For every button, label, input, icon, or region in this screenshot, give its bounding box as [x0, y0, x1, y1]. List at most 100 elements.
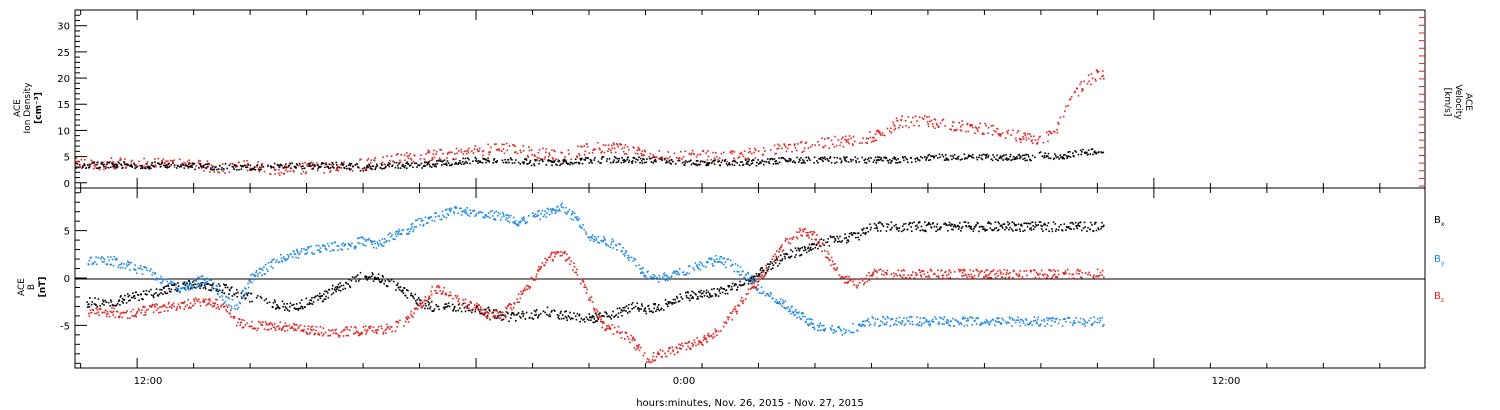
by-point — [1099, 317, 1101, 320]
by-point — [300, 250, 302, 253]
velocity-point — [641, 155, 643, 157]
by-point — [137, 267, 140, 270]
by-point — [377, 243, 379, 245]
bx-point — [803, 249, 805, 252]
bx-point — [369, 276, 371, 279]
density-point — [826, 157, 828, 160]
density-point — [1018, 157, 1021, 160]
velocity-point — [824, 145, 827, 147]
bx-point — [736, 288, 738, 291]
bz-point — [95, 307, 97, 310]
by-point — [287, 255, 290, 258]
velocity-point — [495, 149, 498, 151]
by-point — [206, 277, 208, 279]
bz-point — [172, 302, 175, 305]
velocity-point — [607, 144, 610, 146]
velocity-point — [730, 150, 732, 153]
bx-point — [677, 300, 680, 303]
by-point — [460, 214, 463, 216]
bx-point — [433, 308, 436, 310]
bz-point — [503, 314, 506, 317]
by-point — [378, 239, 381, 242]
bx-point — [919, 229, 922, 232]
bz-point — [173, 305, 175, 308]
bz-point — [212, 302, 214, 304]
velocity-point — [961, 120, 963, 122]
velocity-point — [733, 151, 736, 153]
by-point — [365, 240, 367, 242]
velocity-point — [746, 158, 748, 161]
velocity-point — [1014, 137, 1017, 140]
density-point — [463, 163, 465, 165]
bx-point — [573, 312, 575, 314]
bx-point — [510, 314, 513, 316]
density-point — [121, 166, 124, 169]
bx-point — [339, 290, 342, 292]
by-point — [249, 281, 252, 283]
bz-point — [303, 325, 306, 328]
density-point — [115, 163, 117, 165]
bx-point — [426, 307, 429, 310]
bz-point — [513, 303, 516, 305]
velocity-point — [931, 123, 934, 125]
bx-point — [224, 284, 226, 287]
velocity-point — [162, 158, 165, 161]
by-point — [286, 258, 288, 261]
bx-point — [419, 299, 421, 301]
density-point — [550, 160, 552, 162]
density-point — [81, 166, 84, 169]
by-point — [543, 213, 546, 216]
density-point — [993, 156, 996, 158]
bx-point — [182, 283, 185, 285]
bz-point — [293, 329, 296, 332]
density-point — [976, 158, 979, 161]
by-point — [386, 239, 388, 242]
bx-point — [808, 250, 810, 252]
bx-point — [96, 306, 99, 308]
velocity-point — [1079, 83, 1081, 86]
bx-point — [590, 319, 592, 321]
bz-point — [583, 283, 586, 286]
density-point — [887, 162, 890, 164]
bz-point — [633, 338, 635, 340]
velocity-point — [881, 132, 884, 134]
bx-point — [424, 307, 426, 310]
density-point — [399, 167, 402, 169]
velocity-point — [1016, 131, 1019, 134]
bx-point — [1090, 221, 1092, 224]
density-point — [436, 162, 439, 165]
bz-point — [355, 327, 357, 329]
by-point — [431, 219, 433, 222]
density-point — [416, 166, 418, 168]
density-point — [260, 164, 263, 167]
density-point — [298, 162, 301, 165]
density-point — [269, 165, 272, 167]
by-point — [503, 215, 505, 217]
bx-point — [989, 227, 992, 230]
bx-point — [1079, 221, 1082, 223]
bz-point — [355, 330, 358, 332]
bx-point — [396, 284, 398, 286]
bx-point — [664, 299, 667, 301]
velocity-point — [399, 161, 402, 164]
velocity-point — [890, 127, 892, 130]
density-point — [1087, 149, 1090, 151]
velocity-point — [1004, 137, 1007, 139]
velocity-point — [1096, 71, 1099, 73]
bx-point — [613, 316, 615, 318]
bx-point — [235, 292, 237, 295]
density-point — [1014, 158, 1017, 160]
velocity-point — [598, 147, 601, 149]
bz-point — [308, 333, 311, 335]
velocity-point — [1022, 138, 1025, 140]
by-point — [603, 237, 606, 240]
density-point — [615, 161, 618, 164]
velocity-point — [512, 144, 514, 146]
density-point — [402, 165, 405, 168]
density-point — [474, 156, 476, 159]
density-point — [1027, 155, 1030, 158]
by-point — [304, 249, 307, 251]
bx-point — [340, 285, 343, 287]
density-point — [631, 162, 633, 164]
bx-point — [1052, 221, 1055, 223]
